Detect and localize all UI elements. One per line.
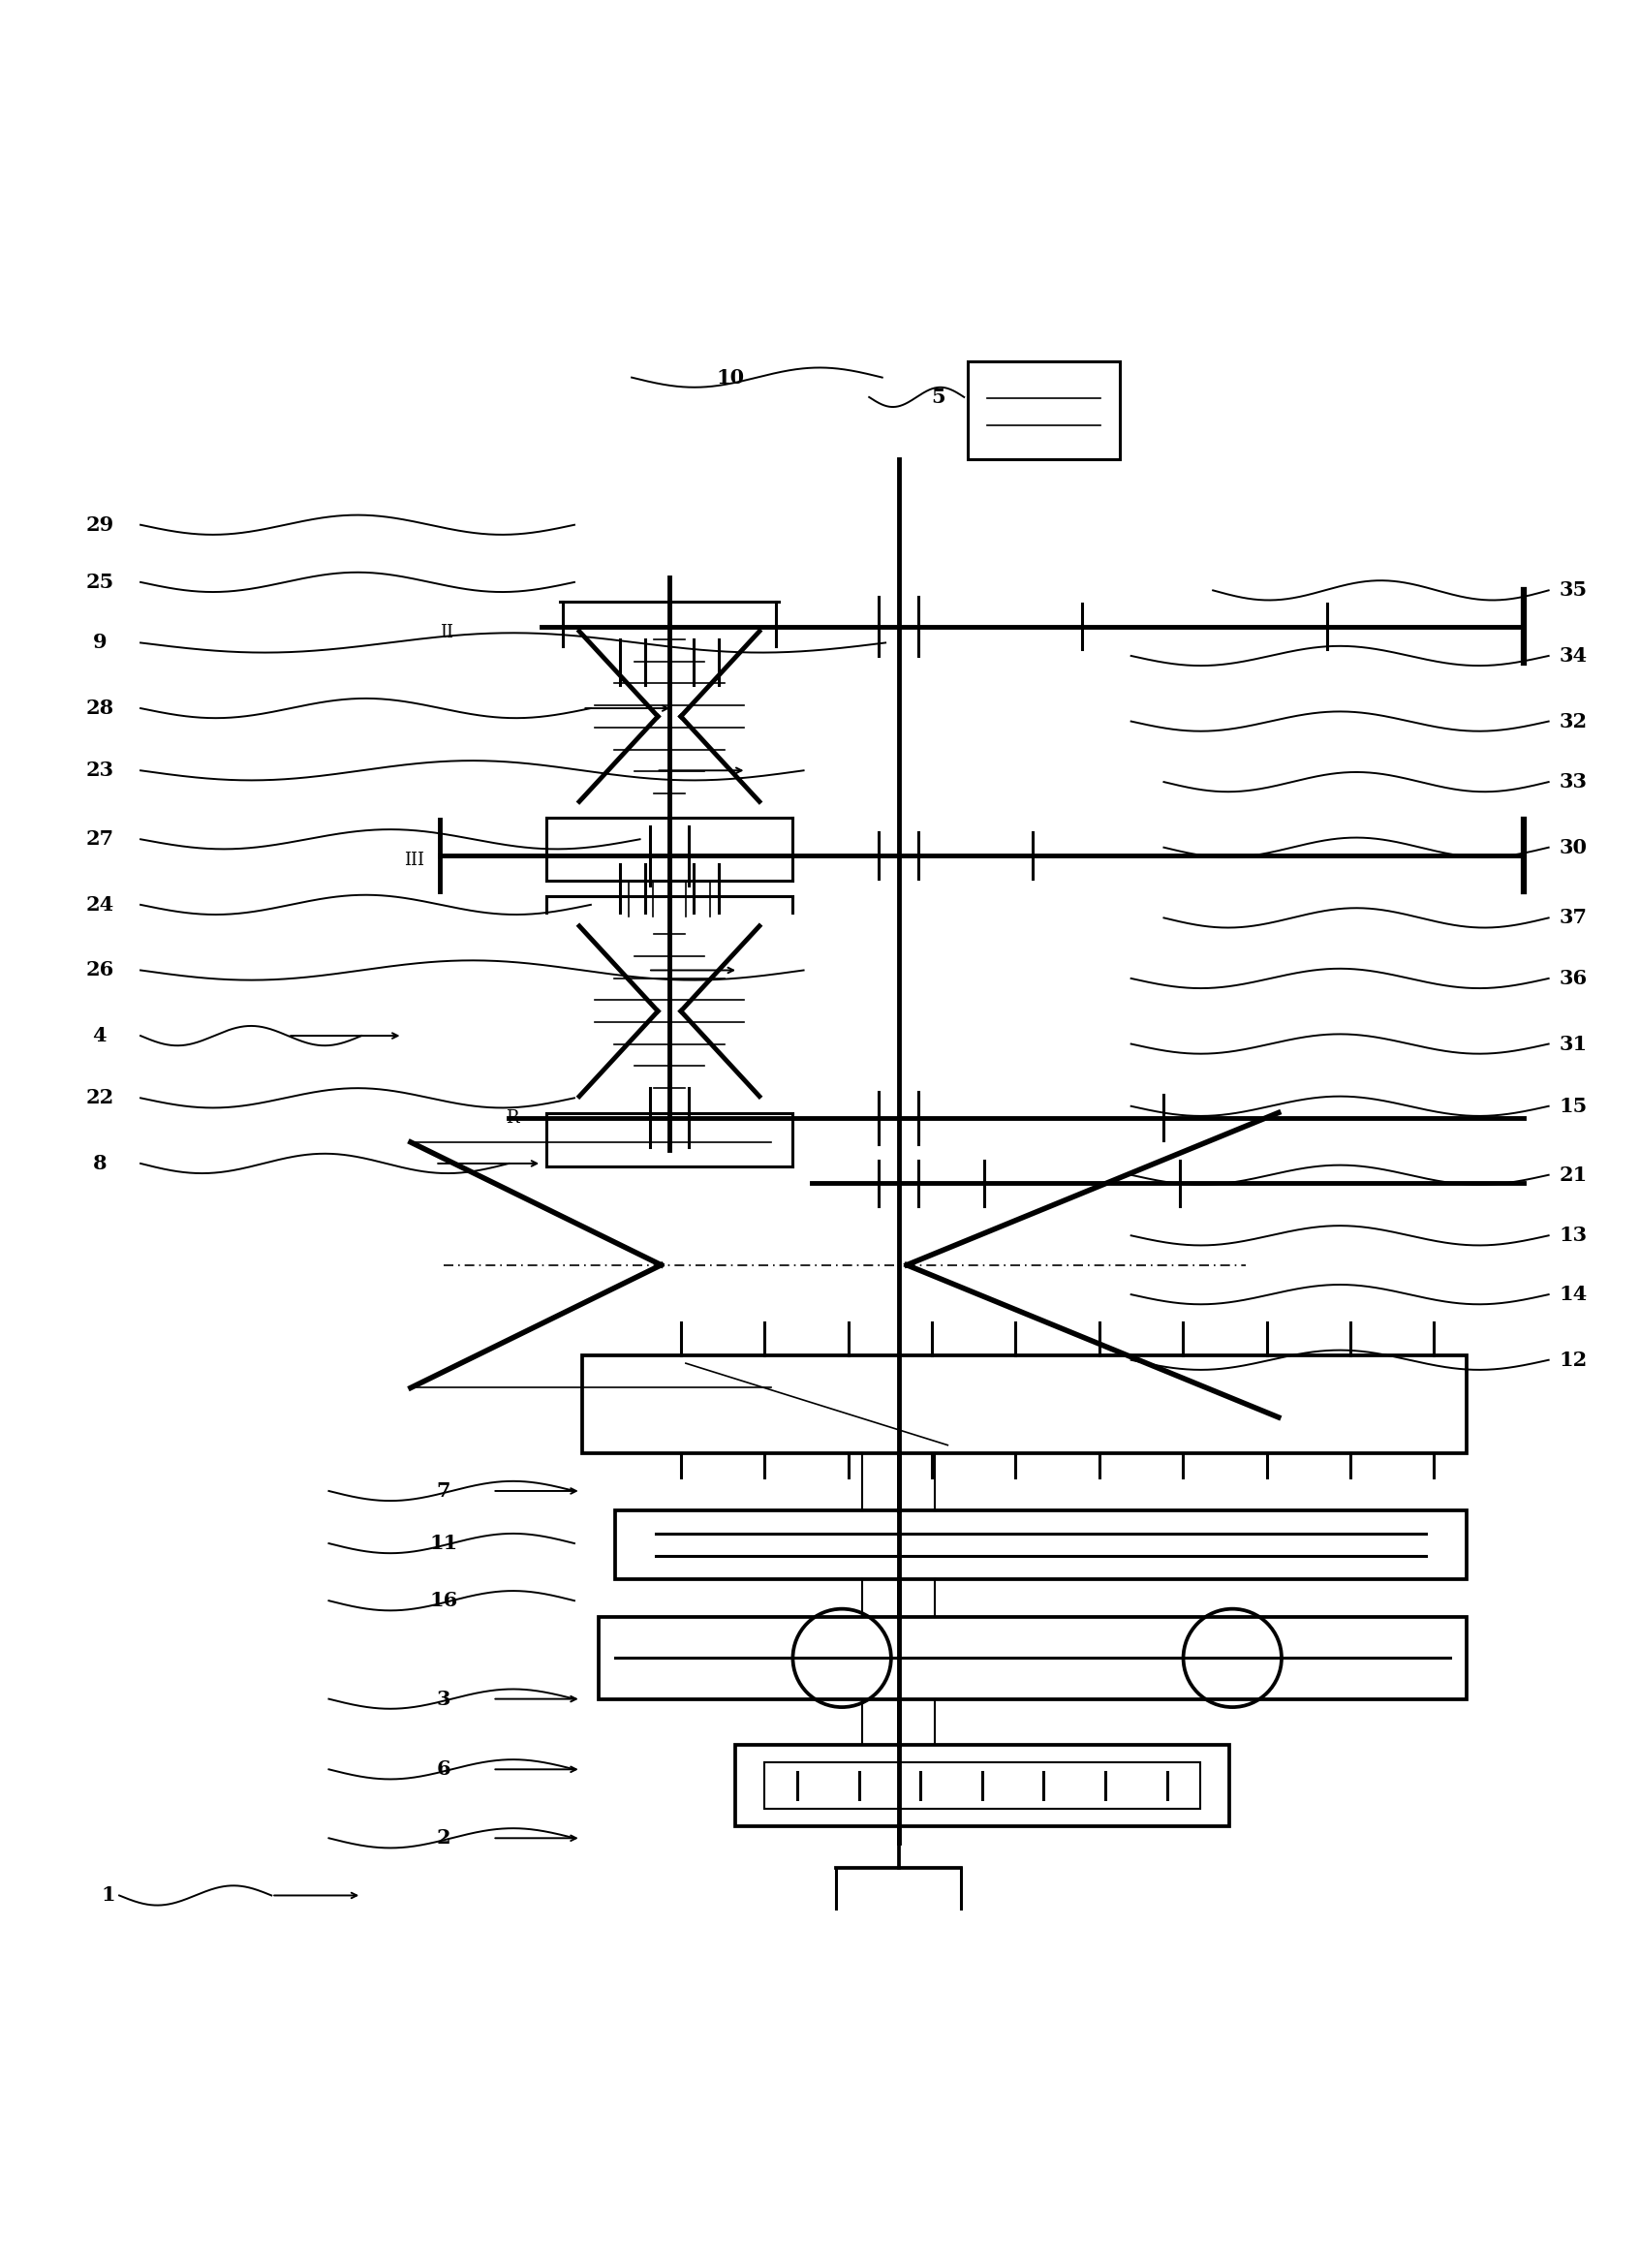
Text: 22: 22 [85,1089,113,1107]
Text: 31: 31 [1560,1034,1588,1055]
Text: 6: 6 [436,1760,451,1778]
Text: 25: 25 [85,572,113,592]
Bar [582,1354,1466,1454]
Text: 12: 12 [1560,1349,1588,1370]
Text: 21: 21 [1560,1166,1588,1184]
Text: 1: 1 [100,1885,115,1905]
Text: 4: 4 [92,1025,107,1046]
Text: 14: 14 [1560,1284,1588,1304]
Text: 24: 24 [85,896,113,914]
Text: 34: 34 [1560,646,1588,665]
Text: III: III [403,853,425,869]
Text: 30: 30 [1560,837,1588,857]
Text: 5: 5 [932,388,945,406]
Text: 8: 8 [92,1154,107,1173]
Text: 7: 7 [436,1481,451,1501]
Text: 26: 26 [85,962,113,980]
Text: 23: 23 [85,760,113,780]
Text: 37: 37 [1560,907,1588,928]
Text: 33: 33 [1560,771,1588,792]
Text: II: II [440,624,454,642]
Bar [968,361,1120,460]
Text: 27: 27 [85,830,113,848]
Text: 9: 9 [92,633,107,653]
Text: 32: 32 [1560,712,1588,730]
Bar [599,1617,1466,1699]
Text: 10: 10 [715,367,745,388]
Text: 28: 28 [85,699,113,719]
Bar [764,1762,1200,1810]
Text: 2: 2 [436,1828,451,1848]
Text: 3: 3 [436,1690,451,1708]
Text: 35: 35 [1560,581,1588,601]
Bar [735,1744,1230,1826]
Text: R: R [505,1109,518,1127]
Text: 13: 13 [1560,1225,1588,1245]
Text: 36: 36 [1560,968,1588,989]
Bar [615,1510,1466,1579]
Text: 16: 16 [430,1592,458,1610]
Text: 11: 11 [430,1533,458,1554]
Text: 15: 15 [1560,1095,1588,1116]
Text: 29: 29 [85,515,113,535]
